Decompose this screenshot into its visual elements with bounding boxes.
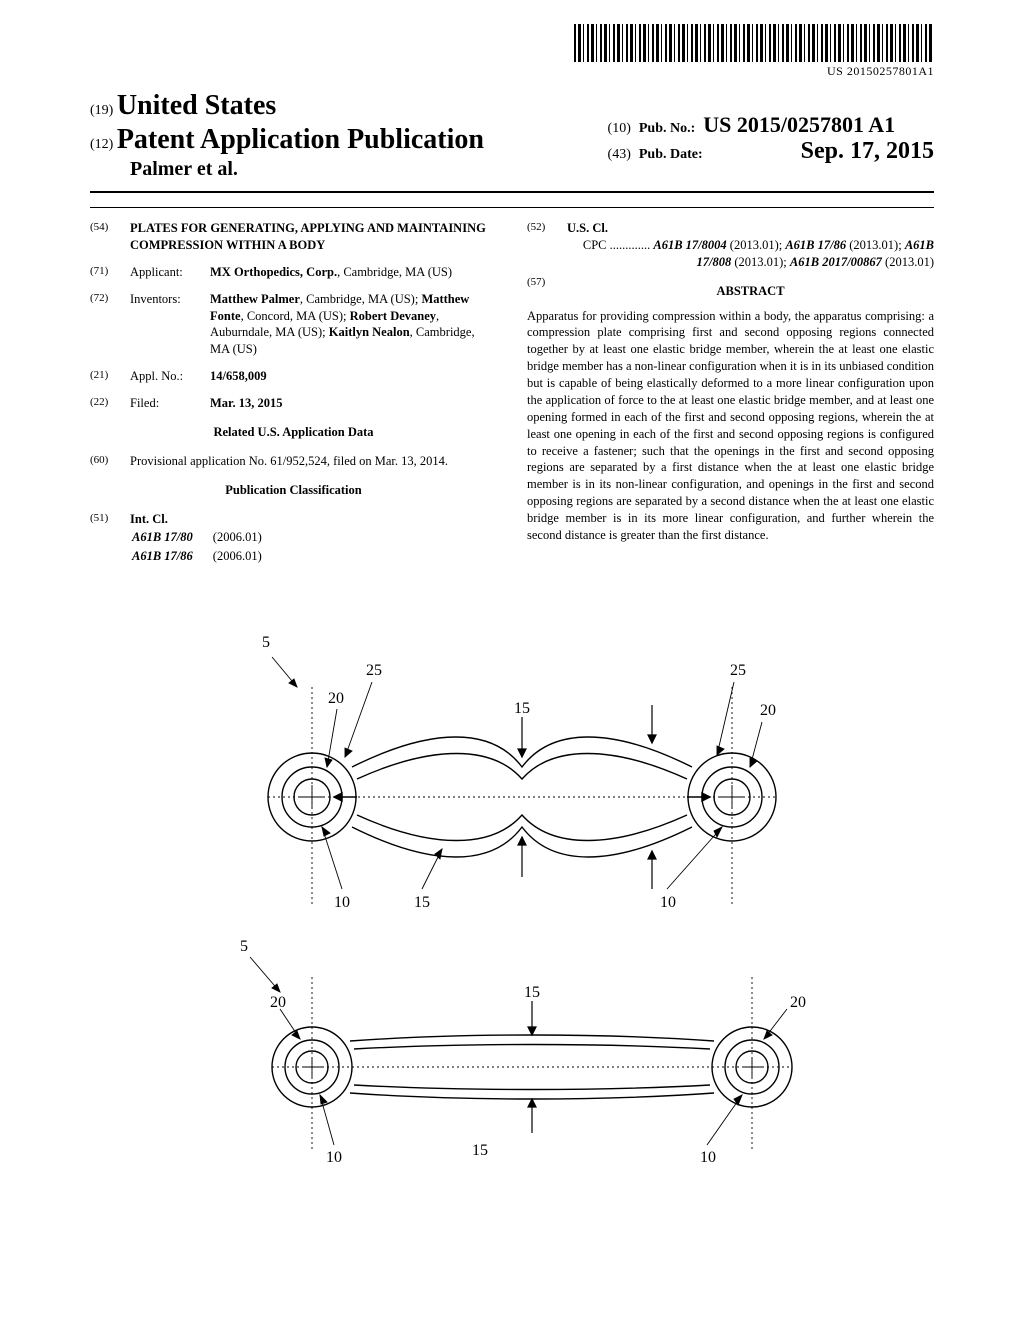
fig-label: 25 [730, 662, 746, 679]
fig-label: 25 [366, 662, 382, 679]
barcode-area: US 20150257801A1 [574, 24, 934, 79]
pubno: US 2015/0257801 A1 [703, 112, 895, 138]
field-60: (60) Provisional application No. 61/952,… [90, 453, 497, 470]
applicant: MX Orthopedics, Corp., Cambridge, MA (US… [210, 264, 497, 281]
cpc-prefix: CPC ............. [583, 238, 650, 252]
label-21: Appl. No.: [130, 368, 210, 385]
code-60: (60) [90, 453, 130, 470]
fig-label: 20 [270, 994, 286, 1011]
code-57: (57) [527, 275, 567, 308]
intcl-ver: (2006.01) [213, 548, 280, 565]
fig-label: 20 [760, 702, 776, 719]
field-54: (54) PLATES FOR GENERATING, APPLYING AND… [90, 220, 497, 254]
cpc-ver: (2013.01) [885, 255, 934, 269]
cpc-class: A61B 2017/00867 [790, 255, 882, 269]
filed: Mar. 13, 2015 [210, 396, 282, 410]
code-43: (43) [608, 147, 631, 163]
barcode [574, 24, 934, 62]
country: United States [117, 90, 276, 121]
label-72: Inventors: [130, 291, 210, 359]
fig-label: 15 [524, 984, 540, 1001]
rule-top [90, 191, 934, 193]
field-21: (21) Appl. No.: 14/658,009 [90, 368, 497, 385]
fig-label: 5 [262, 634, 270, 651]
fig-label: 10 [660, 894, 676, 911]
cpc-main-ver: (2013.01); [730, 238, 782, 252]
figure: 5 25 25 15 15 20 20 10 10 [90, 607, 934, 1167]
code-51: (51) [90, 511, 130, 568]
label-71: Applicant: [130, 264, 210, 281]
provisional: Provisional application No. 61/952,524, … [130, 453, 497, 470]
fig-label: 20 [328, 690, 344, 707]
field-52: (52) U.S. Cl. CPC ............. A61B 17/… [527, 220, 934, 271]
intcl-label: Int. Cl. [130, 512, 168, 526]
code-54: (54) [90, 220, 130, 254]
cpc-class: A61B 17/86 [785, 238, 846, 252]
pubdate-label: Pub. Date: [639, 147, 703, 163]
code-71: (71) [90, 264, 130, 281]
field-51: (51) Int. Cl. A61B 17/80 (2006.01) A61B … [90, 511, 497, 568]
intcl-table: A61B 17/80 (2006.01) A61B 17/86 (2006.01… [130, 527, 282, 567]
abstract-body: Apparatus for providing compression with… [527, 308, 934, 544]
code-21: (21) [90, 368, 130, 385]
pubno-label: Pub. No.: [639, 121, 695, 137]
cpc-ver: (2013.01); [849, 238, 901, 252]
doc-type: Patent Application Publication [117, 124, 484, 155]
fig-label: 5 [240, 938, 248, 955]
cpc-main: A61B 17/8004 [653, 238, 726, 252]
fig-label: 10 [326, 1149, 342, 1166]
intcl-ver: (2006.01) [213, 529, 280, 546]
uscl-label: U.S. Cl. [567, 221, 608, 235]
fig-label: 15 [514, 700, 530, 717]
fig-label: 10 [700, 1149, 716, 1166]
intcl-class: A61B 17/86 [132, 548, 211, 565]
abstract-hdr: ABSTRACT [567, 283, 934, 300]
left-column: (54) PLATES FOR GENERATING, APPLYING AND… [90, 220, 497, 577]
field-72: (72) Inventors: Matthew Palmer, Cambridg… [90, 291, 497, 359]
fig-label: 15 [472, 1142, 488, 1159]
rule-top2 [90, 207, 934, 208]
code-10: (10) [608, 121, 631, 137]
patent-drawing: 5 25 25 15 15 20 20 10 10 [162, 607, 862, 1167]
field-71: (71) Applicant: MX Orthopedics, Corp., C… [90, 264, 497, 281]
applno: 14/658,009 [210, 369, 267, 383]
code-22: (22) [90, 395, 130, 412]
fig-label: 10 [334, 894, 350, 911]
pubclass-hdr: Publication Classification [90, 482, 497, 499]
code-12: (12) [90, 137, 113, 152]
right-column: (52) U.S. Cl. CPC ............. A61B 17/… [527, 220, 934, 577]
code-52: (52) [527, 220, 567, 271]
intcl-row: A61B 17/86 (2006.01) [132, 548, 280, 565]
biblio-columns: (54) PLATES FOR GENERATING, APPLYING AND… [90, 220, 934, 577]
title: PLATES FOR GENERATING, APPLYING AND MAIN… [130, 220, 497, 254]
intcl-class: A61B 17/80 [132, 529, 211, 546]
inventors: Matthew Palmer, Cambridge, MA (US); Matt… [210, 291, 497, 359]
fig-label: 20 [790, 994, 806, 1011]
intcl-row: A61B 17/80 (2006.01) [132, 529, 280, 546]
barcode-text: US 20150257801A1 [574, 64, 934, 79]
pubdate: Sep. 17, 2015 [801, 138, 934, 165]
code-19: (19) [90, 103, 113, 118]
cpc-ver: (2013.01); [734, 255, 786, 269]
field-22: (22) Filed: Mar. 13, 2015 [90, 395, 497, 412]
fig-label: 15 [414, 894, 430, 911]
related-hdr: Related U.S. Application Data [90, 424, 497, 441]
cpc-block: CPC ............. A61B 17/8004 (2013.01)… [567, 237, 934, 271]
pub-info: (10) Pub. No.: US 2015/0257801 A1 (43) P… [608, 112, 934, 165]
label-22: Filed: [130, 395, 210, 412]
code-72: (72) [90, 291, 130, 359]
